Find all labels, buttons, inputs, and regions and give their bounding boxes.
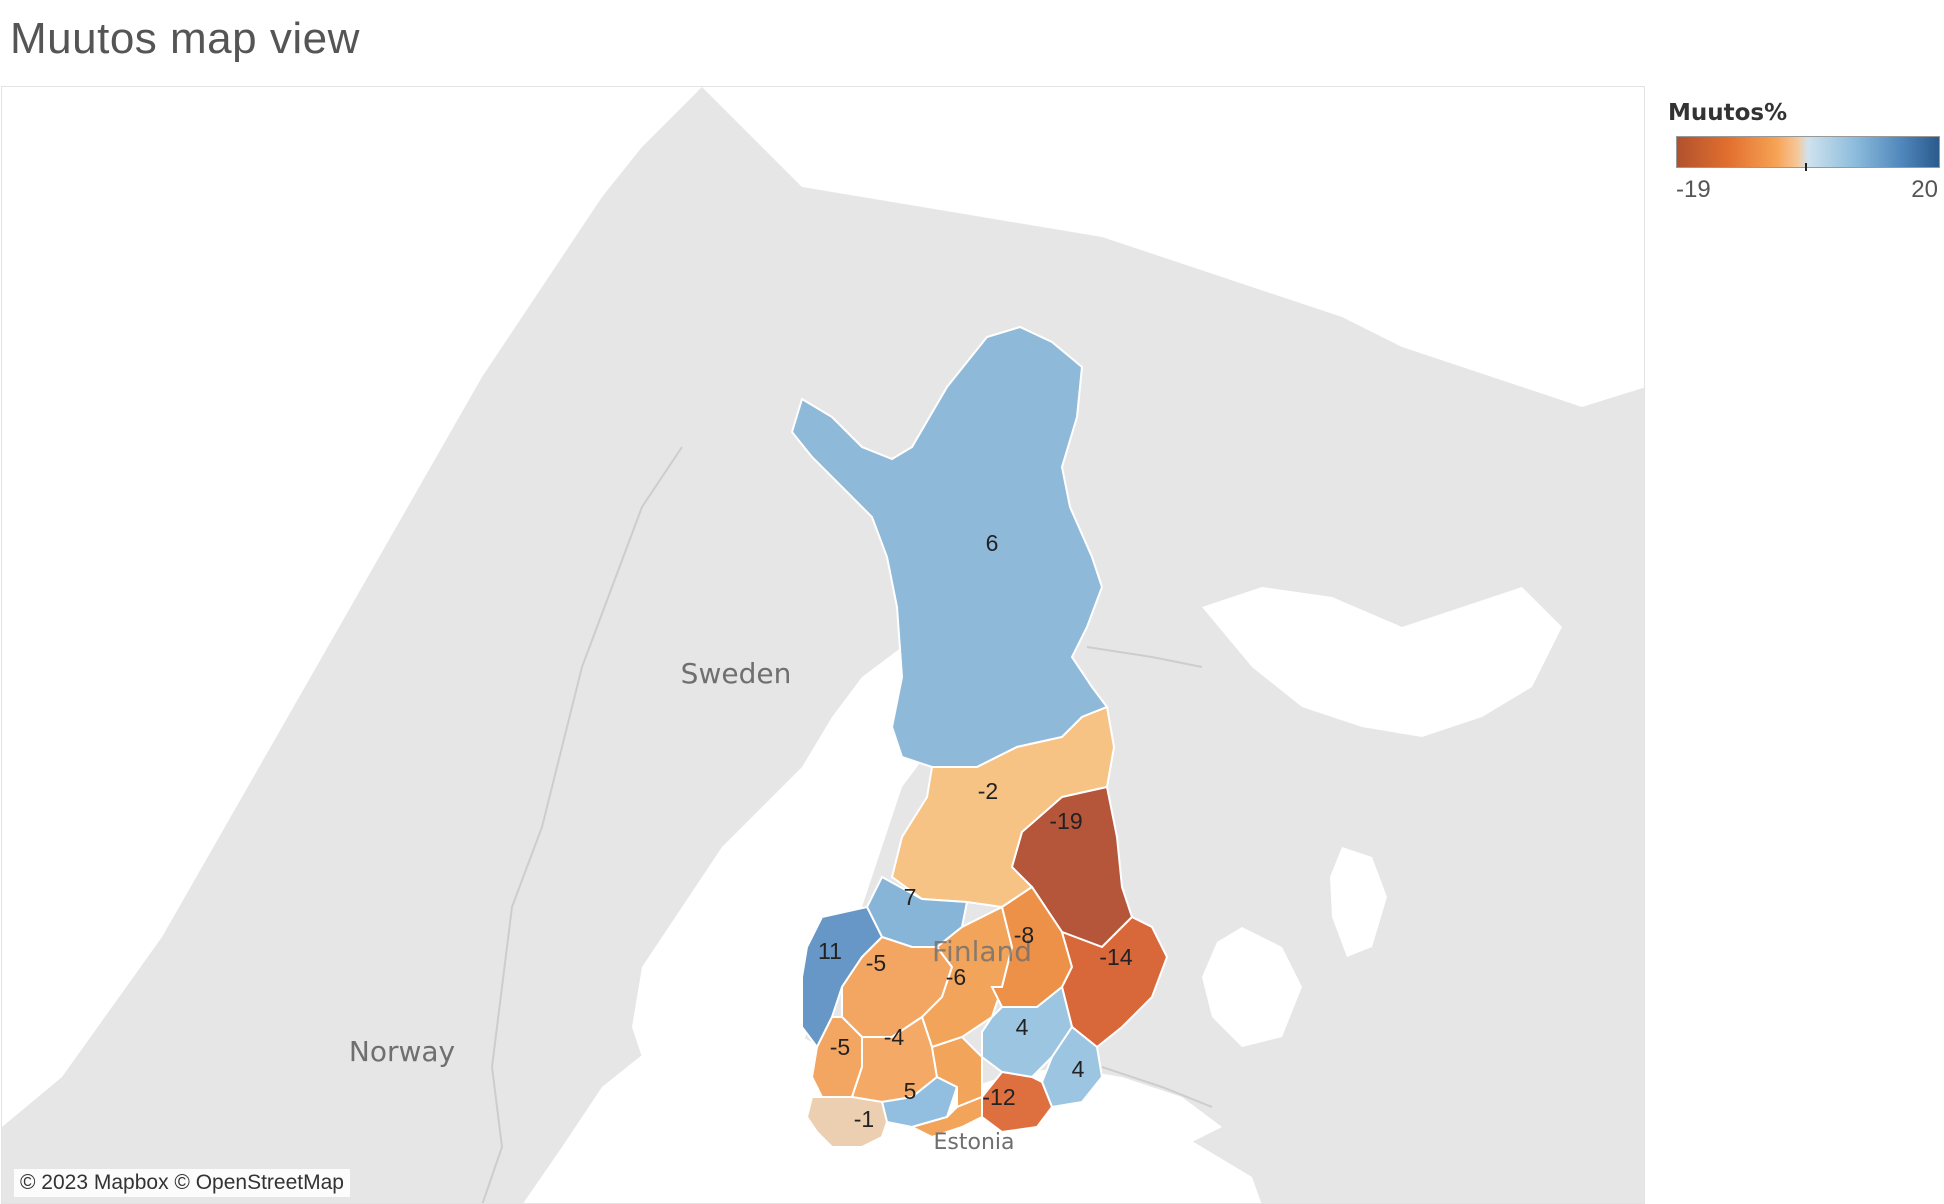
region-lapland[interactable] — [790, 325, 1109, 768]
finland-regions — [790, 325, 1169, 1148]
region-north-karelia[interactable] — [1060, 915, 1169, 1049]
region-uusimaa[interactable] — [909, 1095, 983, 1139]
country-label-sweden: Sweden — [681, 657, 792, 690]
legend-zero-tick — [1805, 163, 1807, 171]
white-sea — [1202, 587, 1562, 737]
region-kanta-hame[interactable] — [880, 1075, 959, 1129]
country-label-finland: Finland — [932, 935, 1032, 968]
country-label-norway: Norway — [349, 1035, 455, 1068]
lake-ladoga — [1202, 927, 1302, 1047]
region-label-south-savo: 4 — [1016, 1014, 1029, 1040]
region-label-north-ostrobothnia: -2 — [978, 778, 998, 804]
lake-onega — [1330, 847, 1387, 957]
region-label-kymenlaakso: -12 — [982, 1084, 1015, 1110]
region-kymenlaakso[interactable] — [981, 1070, 1054, 1134]
region-value-labels: 6 -2 -19 7 11 -5 -6 -8 -14 -5 -4 4 4 5 -… — [818, 530, 1133, 1132]
legend-gradient-bar — [1676, 136, 1940, 171]
page-title: Muutos map view — [10, 14, 360, 63]
region-label-south-ostrobothnia: -5 — [866, 950, 886, 976]
region-southwest-finland[interactable] — [805, 1096, 889, 1148]
region-label-central-finland: -6 — [946, 964, 966, 990]
gulf-of-bothnia — [632, 647, 962, 1137]
map-attribution[interactable]: © 2023 Mapbox © OpenStreetMap — [14, 1169, 350, 1197]
region-label-satakunta: -5 — [830, 1034, 850, 1060]
region-central-finland[interactable] — [920, 905, 1014, 1049]
region-label-south-karelia: 4 — [1072, 1056, 1085, 1082]
region-label-pirkanmaa: -4 — [884, 1024, 905, 1050]
region-label-kainuu: -19 — [1049, 808, 1082, 834]
legend-title: Muutos% — [1668, 100, 1788, 126]
norwegian-sea — [2, 87, 702, 1127]
map-view[interactable]: Sweden Norway Finland Estonia 6 -2 -19 7… — [1, 86, 1645, 1204]
barents-sea — [702, 87, 1644, 407]
water-areas — [2, 87, 1644, 1203]
region-label-north-savo: -8 — [1014, 922, 1034, 948]
legend-max: 20 — [1911, 176, 1938, 203]
region-label-kanta-hame: 5 — [904, 1078, 917, 1104]
region-label-north-karelia: -14 — [1099, 944, 1132, 970]
region-label-central-ostrobothnia: 7 — [904, 884, 917, 910]
legend-scale: -19 20 — [1676, 176, 1938, 204]
region-paijat-hame[interactable] — [930, 1035, 983, 1109]
region-label-ostrobothnia: 11 — [818, 938, 842, 964]
legend-min: -19 — [1676, 176, 1711, 203]
country-borders — [481, 446, 1213, 1203]
map-canvas: Sweden Norway Finland Estonia 6 -2 -19 7… — [2, 87, 1644, 1203]
region-label-lapland: 6 — [986, 530, 999, 556]
color-legend: Muutos% -19 20 — [1668, 100, 1942, 204]
country-label-estonia: Estonia — [934, 1130, 1015, 1155]
region-label-southwest-finland: -1 — [854, 1106, 874, 1132]
